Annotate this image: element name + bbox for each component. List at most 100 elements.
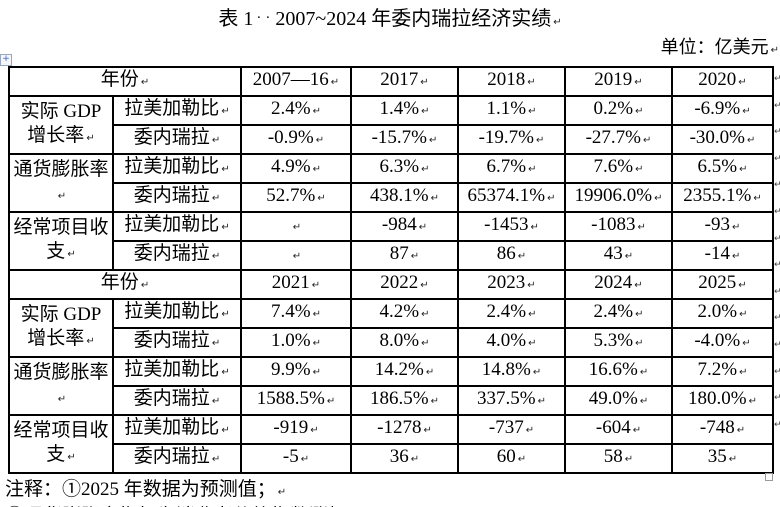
year-cell: 2022 ↵: [350, 269, 459, 300]
table-row: 委内瑞拉 ↵ 1588.5% ↵ 186.5% ↵ 337.5% ↵ 49.0% ↵ 180.0% ↵: [9, 385, 774, 416]
sub-label-cell: 拉美加勒比 ↵: [112, 356, 242, 387]
paragraph-mark-icon: ↵: [312, 106, 321, 117]
unit-label: 单位：亿美元: [660, 37, 769, 57]
value-cell-text: 4.9%: [271, 156, 311, 177]
year-cell: 2023 ↵: [457, 269, 566, 300]
paragraph-mark-icon: ↵: [221, 309, 230, 320]
value-cell: 14.8% ↵: [457, 356, 566, 387]
value-cell-text: 6.3%: [379, 156, 420, 177]
row-end-mark-icon: ↵: [774, 233, 780, 244]
value-cell-text: 7.6%: [593, 156, 634, 177]
value-cell: -15.7% ↵: [350, 124, 459, 155]
paragraph-mark-icon: ↵: [211, 396, 221, 407]
sub-label-cell-text: 拉美加勒比: [124, 301, 220, 322]
value-cell: 186.5% ↵: [350, 385, 459, 416]
table-row: 实际 GDP 增长率 ↵ 拉美加勒比 ↵ 2.4% ↵ 1.4% ↵ 1.1% ↵ 0.2% ↵ -6.…: [8, 95, 774, 155]
value-cell-text: 14.2%: [374, 359, 424, 380]
table-row: 实际 GDP 增长率 ↵ 拉美加勒比 ↵ 7.4% ↵ 4.2% ↵ 2.4% ↵ 2.4% ↵ 2.0…: [8, 298, 774, 358]
value-cell-text: -0.9%: [267, 127, 314, 148]
value-cell: 4.9% ↵: [240, 153, 352, 184]
value-cell-text: 86: [496, 243, 516, 264]
paragraph-mark-icon: ↵: [425, 367, 435, 378]
value-cell-text: 16.6%: [588, 359, 638, 380]
paragraph-mark-icon: ↵: [311, 280, 321, 291]
year-cell: 2020 ↵: [671, 66, 774, 97]
paragraph-mark-icon: ↵: [410, 454, 420, 465]
sub-label-cell-text: 委内瑞拉: [133, 330, 210, 351]
table-move-handle-icon[interactable]: +: [0, 54, 12, 66]
paragraph-mark-icon: ↵: [738, 280, 747, 291]
paragraph-mark-icon: ↵: [635, 106, 644, 117]
sub-label-cell: 委内瑞拉 ↵: [112, 240, 242, 271]
value-cell: -1453 ↵: [457, 211, 566, 242]
value-cell: -6.9% ↵: [671, 95, 774, 126]
paragraph-mark-icon: ↵: [312, 338, 321, 349]
value-cell: -984 ↵: [350, 211, 459, 242]
year-cell-text: 2021: [271, 272, 310, 293]
paragraph-mark-icon: ↵: [221, 367, 230, 378]
sub-label-cell: 拉美加勒比 ↵: [112, 95, 242, 126]
paragraph-mark-icon: ↵: [738, 77, 747, 88]
value-cell-text: 1.1%: [486, 98, 527, 119]
sub-label-cell-text: 委内瑞拉: [133, 388, 210, 409]
paragraph-mark-icon: ↵: [654, 193, 663, 204]
value-cell: 43 ↵: [564, 240, 673, 271]
paragraph-mark-icon: ↵: [728, 454, 738, 465]
value-cell: -748 ↵: [671, 414, 774, 445]
value-cell: 4.2% ↵: [350, 298, 459, 329]
value-cell: 2.4% ↵: [457, 298, 566, 329]
table-title-prefix: 表 1: [218, 8, 254, 30]
value-cell-text: -604: [595, 417, 631, 438]
paragraph-mark-icon: ↵: [221, 222, 230, 233]
notes-block: 注释：①2025 年数据为预测值；↵ ②通货膨胀率指标为消费者价格指数涨幅；↵ …: [0, 478, 780, 507]
value-cell: 1.1% ↵: [457, 95, 566, 126]
year-header-label-cell-text: 年份: [100, 272, 139, 293]
paragraph-mark-icon: ↵: [643, 135, 652, 146]
value-cell-text: 337.5%: [477, 388, 536, 409]
year-cell: 2025 ↵: [671, 269, 774, 300]
paragraph-mark-icon: ↵: [731, 222, 741, 233]
value-cell: 49.0% ↵: [564, 385, 673, 416]
space-formatting-marks: ··: [256, 10, 275, 26]
sub-label-cell-text: 拉美加勒比: [124, 359, 220, 380]
row-end-mark-icon: ↵: [774, 100, 780, 111]
paragraph-mark-icon: ↵: [637, 222, 646, 233]
paragraph-mark-icon: ↵: [421, 309, 430, 320]
value-cell: 9.9% ↵: [240, 356, 352, 387]
sub-label-cell: 委内瑞拉 ↵: [112, 124, 242, 155]
value-cell-text: -19.7%: [478, 127, 534, 148]
value-cell: -4.0% ↵: [671, 327, 774, 358]
sub-label-cell: 拉美加勒比 ↵: [112, 211, 242, 242]
value-cell: 60 ↵: [457, 443, 566, 474]
sub-label-cell: 委内瑞拉 ↵: [112, 182, 242, 213]
paragraph-mark-icon: ↵: [140, 280, 150, 291]
value-cell: 8.0% ↵: [350, 327, 459, 358]
value-cell: 65374.1% ↵: [457, 182, 566, 213]
category-cell-text: 通货膨胀率: [13, 158, 109, 180]
paragraph-mark-icon: ↵: [430, 396, 439, 407]
paragraph-mark-icon: ↵: [634, 280, 643, 291]
value-cell-text: -1278: [377, 417, 422, 438]
value-cell-text: 58: [603, 446, 623, 467]
row-end-mark-icon: ↵: [774, 339, 780, 350]
value-cell-text: 438.1%: [370, 185, 429, 206]
sub-label-cell-text: 拉美加勒比: [124, 417, 220, 438]
paragraph-mark-icon: ↵: [635, 309, 644, 320]
value-cell: 6.3% ↵: [350, 153, 459, 184]
paragraph-mark-icon: ↵: [310, 425, 319, 436]
year-cell-text: 2022: [380, 272, 419, 293]
value-cell: 180.0% ↵: [671, 385, 774, 416]
value-cell: 16.6% ↵: [564, 356, 673, 387]
paragraph-mark-icon: ↵: [635, 164, 644, 175]
row-end-mark-icon: ↵: [774, 366, 780, 377]
paragraph-mark-icon: ↵: [221, 106, 230, 117]
table-resize-handle-icon[interactable]: [765, 473, 773, 481]
year-cell-text: 2018: [487, 69, 526, 90]
value-cell: 6.5% ↵: [671, 153, 774, 184]
paragraph-mark-icon: ↵: [517, 251, 527, 262]
value-cell-text: 9.9%: [271, 359, 311, 380]
sub-label-cell-text: 委内瑞拉: [133, 243, 210, 264]
table-row: 委内瑞拉 ↵ 52.7% ↵ 438.1% ↵ 65374.1% ↵ 19906.0% ↵ 2355…: [9, 182, 774, 213]
year-cell-text: 2023: [487, 272, 526, 293]
value-cell-text: -737: [488, 417, 524, 438]
